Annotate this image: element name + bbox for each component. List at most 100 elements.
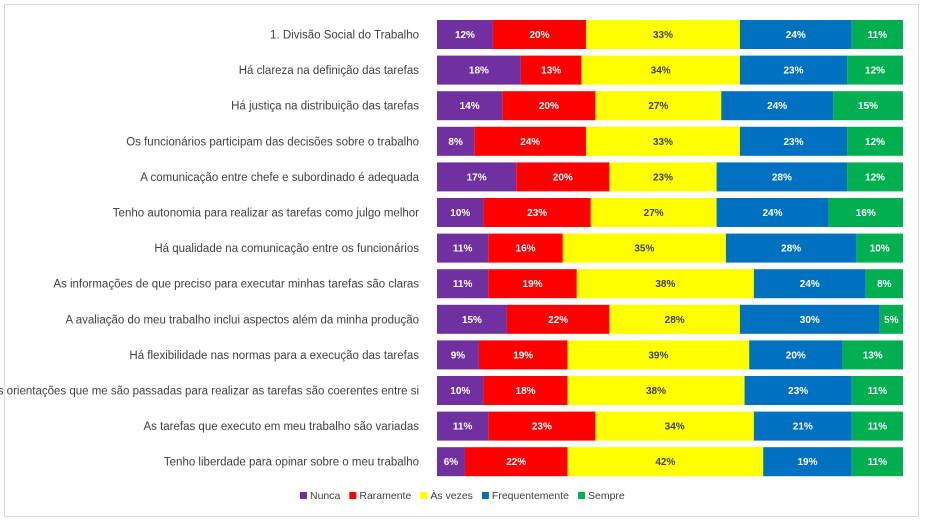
bar-segment <box>851 20 903 49</box>
data-label: 20% <box>530 30 550 41</box>
category-label: Há justiça na distribuição das tarefas <box>231 101 419 113</box>
bar-segment <box>437 162 517 192</box>
legend-swatch <box>349 492 357 499</box>
data-label: 23% <box>783 137 803 148</box>
data-label: 10% <box>450 386 470 397</box>
bar-segment <box>590 198 717 227</box>
data-label: 22% <box>548 315 568 326</box>
category-label: As informações de que preciso para execu… <box>53 279 419 291</box>
bar-segment <box>749 340 843 370</box>
data-label: 35% <box>634 244 654 255</box>
category-label: 1. Divisão Social do Trabalho <box>270 30 419 42</box>
legend-swatch <box>577 492 585 499</box>
data-label: 12% <box>865 137 885 148</box>
bar-segment <box>437 91 503 121</box>
bar-segment <box>725 233 857 263</box>
data-label: 12% <box>455 30 475 41</box>
data-label: 38% <box>646 386 666 397</box>
data-label: 20% <box>786 350 806 361</box>
data-label: 28% <box>772 172 792 183</box>
bar-segment <box>744 376 852 405</box>
data-label: 12% <box>865 172 885 183</box>
bar-segment <box>847 55 903 85</box>
bar-segment <box>847 126 903 156</box>
bar-segment <box>437 304 507 334</box>
category-label: Tenho liberdade para opinar sobre o meu … <box>164 457 419 469</box>
data-label: 8% <box>448 137 463 148</box>
data-label: 19% <box>513 350 533 361</box>
data-label: 13% <box>541 66 561 77</box>
data-label: 28% <box>665 315 685 326</box>
bar-segment <box>567 340 750 370</box>
data-label: 10% <box>450 208 470 219</box>
bar-segment <box>851 447 903 477</box>
bar-segment <box>763 447 852 477</box>
bar-segment <box>516 162 610 192</box>
data-label: 21% <box>793 422 813 433</box>
legend-swatch <box>481 492 489 499</box>
bar-segment <box>595 411 754 441</box>
legend-label: Raramente <box>359 490 411 502</box>
bar-segment <box>562 233 726 263</box>
bar-segment <box>842 340 903 370</box>
bar-segment <box>716 198 829 227</box>
bar-segment <box>483 376 568 405</box>
data-label: 5% <box>884 315 899 326</box>
data-label: 34% <box>651 66 671 77</box>
bar-segment <box>847 162 903 192</box>
legend-label: Nunca <box>310 490 341 502</box>
category-label: A comunicação entre chefe e subordinado … <box>140 172 419 184</box>
bar-segment <box>609 162 717 192</box>
legend-label: Sempre <box>588 490 625 502</box>
legend-label: Às vezes <box>430 489 473 502</box>
category-label: Há qualidade na comunicação entre os fun… <box>154 243 419 255</box>
data-label: 11% <box>453 279 473 290</box>
bar-segment <box>464 447 568 477</box>
data-label: 24% <box>520 137 540 148</box>
data-label: 18% <box>469 66 489 77</box>
data-label: 27% <box>644 208 664 219</box>
data-label: 6% <box>444 457 459 468</box>
data-label: 39% <box>648 350 668 361</box>
data-label: 33% <box>653 30 673 41</box>
bar-segment <box>437 340 479 370</box>
bar-segment <box>586 20 740 49</box>
category-label: Tenho autonomia para realizar as tarefas… <box>113 208 419 220</box>
data-label: 30% <box>800 315 820 326</box>
bar-segment <box>437 269 489 299</box>
bar-segment <box>437 126 475 156</box>
data-label: 11% <box>868 422 888 433</box>
data-label: 38% <box>655 279 675 290</box>
bar-segment <box>437 411 489 441</box>
bar-segment <box>567 376 745 405</box>
bar-segment <box>437 233 489 263</box>
data-label: 42% <box>655 457 675 468</box>
data-label: 20% <box>539 101 559 112</box>
data-label: 18% <box>516 386 536 397</box>
bar-segment <box>739 304 880 334</box>
bar-segment <box>595 91 722 121</box>
data-label: 15% <box>462 315 482 326</box>
data-label: 12% <box>865 66 885 77</box>
data-label: 17% <box>467 172 487 183</box>
legend-label: Frequentemente <box>492 490 569 502</box>
data-label: 23% <box>532 422 552 433</box>
data-label: 24% <box>800 279 820 290</box>
data-label: 23% <box>788 386 808 397</box>
data-label: 11% <box>868 457 888 468</box>
bar-segment <box>753 411 852 441</box>
data-label: 16% <box>856 208 876 219</box>
data-label: 19% <box>797 457 817 468</box>
bar-segment <box>437 376 484 405</box>
data-label: 10% <box>870 244 890 255</box>
bar-segment <box>753 269 866 299</box>
bar-segment <box>437 55 521 85</box>
bar-segment <box>851 411 903 441</box>
data-label: 33% <box>653 137 673 148</box>
data-label: 11% <box>868 30 888 41</box>
bar-segment <box>478 340 568 370</box>
data-label: 22% <box>506 457 526 468</box>
data-label: 15% <box>858 101 878 112</box>
bar-segment <box>483 198 591 227</box>
